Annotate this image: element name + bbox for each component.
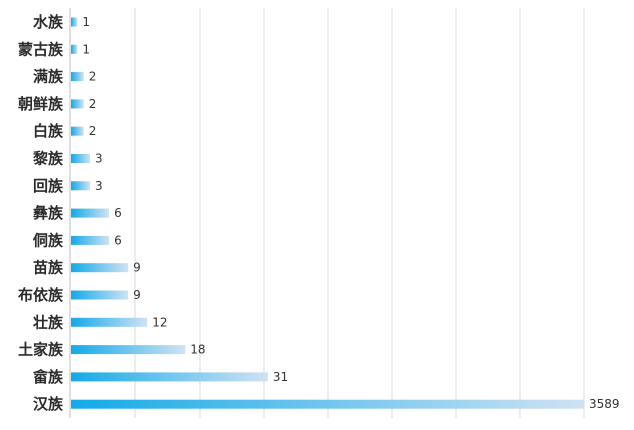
value-label: 2 (89, 70, 97, 84)
bar-汉族 (71, 399, 584, 409)
category-label: 畲族 (32, 368, 64, 386)
category-label: 回族 (33, 177, 64, 195)
bar-彝族 (71, 208, 110, 218)
category-label: 壮族 (33, 313, 64, 331)
category-label: 侗族 (32, 231, 64, 249)
category-label: 布依族 (18, 286, 64, 304)
category-label: 蒙古族 (18, 40, 64, 58)
category-label: 水族 (33, 13, 64, 31)
bar-回族 (71, 181, 91, 191)
category-label: 朝鲜族 (18, 95, 64, 113)
bar-畲族 (71, 372, 268, 382)
bar-侗族 (71, 235, 110, 245)
category-label: 土家族 (18, 341, 64, 359)
gridlines (69, 8, 585, 418)
bar-苗族 (71, 263, 129, 273)
value-label: 12 (152, 315, 167, 329)
value-label: 3 (95, 152, 103, 166)
bars (71, 17, 584, 409)
category-label: 满族 (33, 68, 64, 86)
value-label: 6 (114, 206, 122, 220)
value-label: 3 (95, 179, 103, 193)
value-label: 1 (82, 15, 90, 29)
bar-黎族 (71, 154, 91, 163)
bar-白族 (71, 126, 84, 136)
category-label: 白族 (33, 122, 64, 140)
bar-朝鲜族 (71, 99, 84, 109)
bar-土家族 (71, 345, 186, 355)
value-label: 9 (133, 261, 141, 275)
value-label: 3589 (589, 397, 620, 411)
category-label: 苗族 (33, 259, 64, 277)
category-label: 汉族 (33, 395, 64, 413)
value-label: 31 (273, 370, 288, 384)
value-label: 1 (82, 42, 90, 56)
value-label: 2 (89, 124, 97, 138)
value-label: 2 (89, 97, 97, 111)
value-label: 9 (133, 288, 141, 302)
category-label: 黎族 (33, 150, 64, 168)
bar-壮族 (71, 317, 148, 327)
category-label: 彝族 (33, 204, 64, 222)
labels: 水族 1 蒙古族 1 满族 2 朝鲜族 2 白族 2 黎族 3 回族 3 彝族 6 侗族 6 苗族 9 布依族 9 壮族 12… (18, 13, 620, 413)
value-label: 6 (114, 233, 122, 247)
bar-水族 (71, 17, 78, 27)
bar-蒙古族 (71, 44, 78, 54)
bar-布依族 (71, 290, 129, 300)
bar-满族 (71, 72, 84, 82)
value-label: 18 (190, 343, 205, 357)
